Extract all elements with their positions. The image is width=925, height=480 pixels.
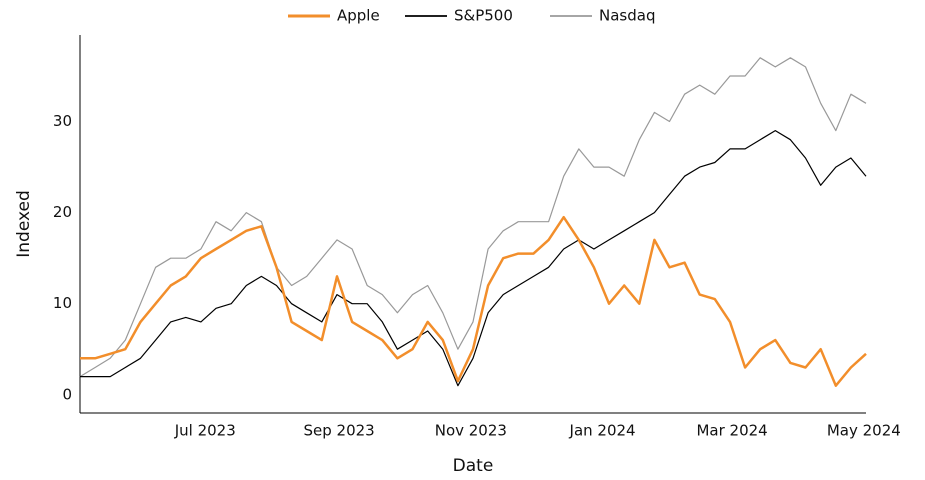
y-axis-label: Indexed: [14, 190, 34, 258]
line-series: [80, 215, 867, 387]
x-tick-label: May 2024: [827, 422, 901, 440]
legend-label: S&P500: [454, 7, 513, 25]
line-series: [79, 57, 867, 378]
x-tick-label: Jan 2024: [569, 422, 636, 440]
x-axis-label: Date: [453, 456, 494, 476]
x-tick-label: Mar 2024: [696, 422, 767, 440]
x-tick-label: Sep 2023: [304, 422, 375, 440]
y-tick-label: 0: [62, 385, 72, 403]
legend-label: Nasdaq: [599, 7, 655, 25]
line-series: [80, 130, 867, 387]
x-tick-label: Nov 2023: [435, 422, 507, 440]
x-tick-label: Jul 2023: [174, 422, 236, 440]
legend-label: Apple: [337, 7, 380, 25]
y-tick-label: 20: [53, 203, 72, 221]
y-tick-label: 10: [53, 294, 72, 312]
y-tick-label: 30: [53, 112, 72, 130]
